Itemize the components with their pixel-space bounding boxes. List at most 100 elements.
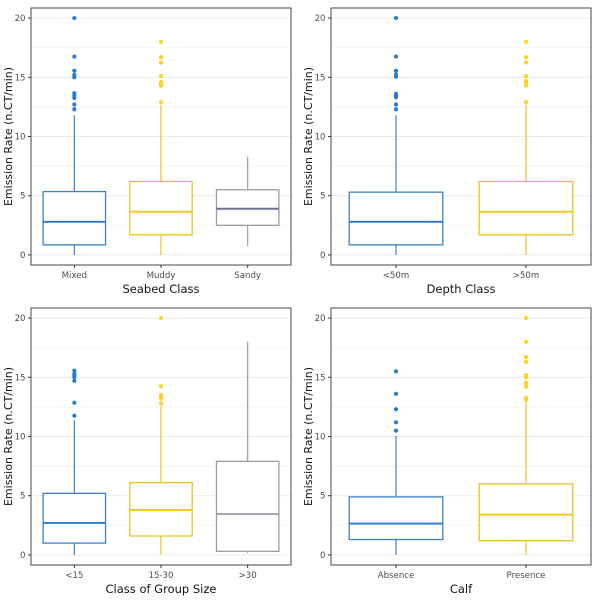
box--50m [478,39,574,255]
outlier-point [523,39,529,44]
y-tick-label: 5 [320,192,325,202]
outlier-point [393,420,399,425]
outlier-point [72,72,77,78]
outlier-point [72,378,77,383]
y-tick-label: 5 [20,192,25,202]
box--15 [42,368,107,555]
y-tick-label: 20 [15,14,26,24]
y-tick-label: 10 [15,433,26,443]
iqr-box [42,492,107,544]
x-axis-title: Calf [450,582,473,596]
outlier-point [523,55,529,60]
panel-seabed-class: 0 5 10 15 20 Mixed Muddy Sandy Seabed Class Emiss… [0,0,300,300]
outlier-point [523,100,529,105]
y-tick-label: 15 [15,373,26,383]
y-tick-label: 15 [315,73,326,83]
box--50m [348,15,444,255]
x-tick-label: >30 [239,571,257,581]
y-axis-title: Emission Rate (n.CT/min) [2,67,15,206]
y-tick-label: 0 [320,551,325,561]
x-tick-label: Absence [378,571,415,581]
outlier-point [393,102,399,107]
panel-depth-class: 0 5 10 15 20 <50m >50m Depth Class Emission Rate… [300,0,600,300]
y-tick-label: 20 [15,314,26,324]
iqr-box [129,180,193,236]
y-tick-label: 10 [15,133,26,143]
panel-border [330,307,592,566]
outlier-point [72,91,77,96]
calf-boxplot-svg: 0 5 10 15 20 Absence Presence Calf Emission Rate… [302,307,592,596]
outlier-point [72,413,77,418]
outlier-point [393,107,399,112]
y-tick-label: 15 [315,373,326,383]
outlier-point [523,355,529,360]
panel-border [330,7,592,266]
iqr-box [348,191,444,246]
box--30 [215,341,280,554]
y-axis-title: Emission Rate (n.CT/min) [302,67,315,206]
outlier-point [158,55,164,60]
y-tick-label: 5 [320,492,325,502]
box-sandy [215,156,280,247]
outlier-point [72,107,77,112]
outlier-point [393,428,399,433]
outlier-point [72,400,77,405]
outlier-point [393,54,399,59]
seabed-class-boxplot-svg: 0 5 10 15 20 Mixed Muddy Sandy Seabed Class Emiss… [2,7,292,296]
outlier-point [523,315,529,321]
outlier-point [158,60,164,65]
x-tick-label: >50m [513,271,540,281]
y-tick-label: 0 [20,251,25,261]
outlier-point [393,369,399,374]
y-tick-label: 5 [20,492,25,502]
y-axis-title: Emission Rate (n.CT/min) [2,367,15,506]
y-axis-title: Emission Rate (n.CT/min) [302,367,315,506]
iqr-box [478,180,574,236]
outlier-point [523,60,529,65]
x-axis-title: Class of Group Size [106,582,217,596]
x-tick-label: 15-30 [149,571,174,581]
x-tick-label: <50m [383,271,410,281]
x-axis-title: Seabed Class [122,282,199,296]
outlier-point [72,371,77,376]
group-size-boxplot-svg: 0 5 10 15 20 <15 15-30 >30 Class of Group Size Em… [2,307,292,596]
outlier-point [72,102,77,107]
outlier-point [393,91,399,96]
outlier-point [158,315,164,321]
x-tick-label: Muddy [147,271,176,281]
x-tick-label: Mixed [62,271,87,281]
outlier-point [158,401,164,406]
outlier-point [523,395,529,401]
outlier-point [393,72,399,77]
x-tick-label: Sandy [234,271,261,281]
iqr-box [478,483,574,542]
box-absence [348,369,444,555]
outlier-point [393,15,399,21]
outlier-point [523,380,529,385]
y-tick-label: 15 [15,73,26,83]
outlier-point [158,100,164,105]
y-tick-label: 0 [320,251,325,261]
box-15-30 [129,315,193,555]
outlier-point [158,392,164,398]
box-presence [478,315,574,555]
iqr-box [42,190,107,246]
outlier-point [72,54,77,59]
outlier-point [72,15,77,21]
outlier-point [393,68,399,73]
x-axis-title: Depth Class [427,282,496,296]
y-tick-label: 10 [315,133,326,143]
y-tick-label: 0 [20,551,25,561]
outlier-point [72,68,77,73]
y-tick-label: 10 [315,433,326,443]
outlier-point [523,359,529,364]
outlier-point [523,339,529,344]
outlier-point [72,368,77,373]
outlier-point [158,73,164,79]
panel-group-size: 0 5 10 15 20 <15 15-30 >30 Class of Group Size Em… [0,300,300,600]
x-tick-label: Presence [507,571,546,581]
outlier-point [523,372,529,378]
outlier-point [393,391,399,396]
outlier-point [158,384,164,389]
